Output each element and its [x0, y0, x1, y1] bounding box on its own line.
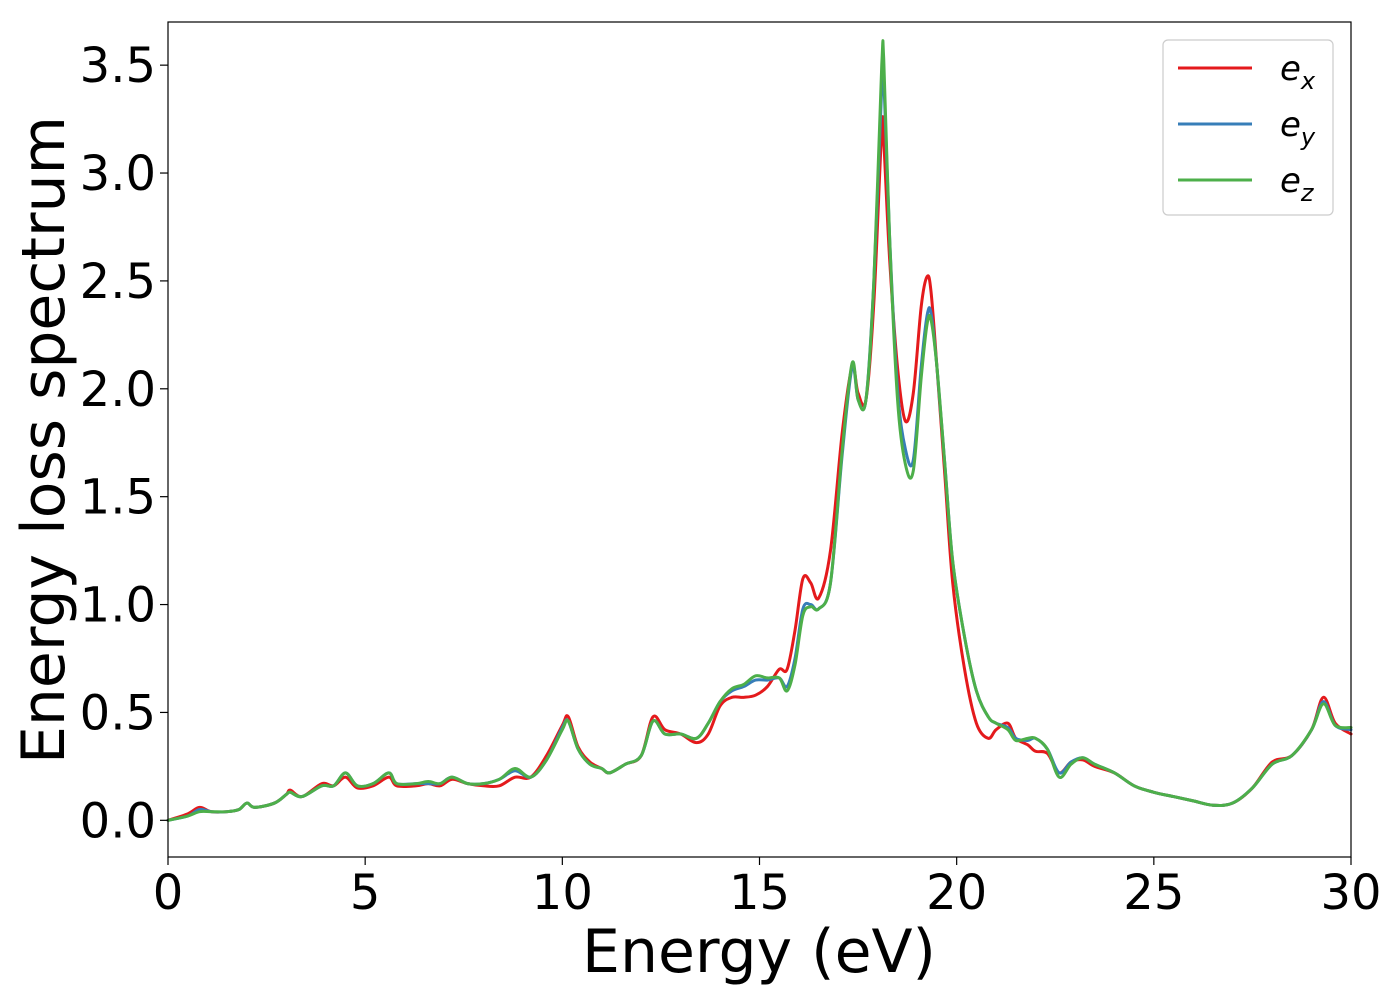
x-tick-label: 5: [350, 865, 381, 921]
y-tick-label: 0.0: [80, 793, 156, 849]
legend-label-y: ey: [1280, 105, 1316, 151]
y-axis-label: Energy loss spectrum: [9, 116, 79, 764]
y-tick-label: 3.0: [80, 146, 156, 202]
legend-label-z: ez: [1280, 161, 1315, 207]
y-tick-label: 3.5: [80, 38, 156, 94]
x-tick-label: 10: [532, 865, 593, 921]
y-tick-label: 2.5: [80, 254, 156, 310]
x-tick-label: 15: [729, 865, 790, 921]
y-tick-label: 0.5: [80, 685, 156, 741]
plot-background: [168, 22, 1351, 857]
x-tick-label: 30: [1320, 865, 1381, 921]
legend-label-x: ex: [1280, 49, 1316, 95]
series-layer: [166, 39, 1353, 822]
x-axis-label: Energy (eV): [582, 917, 936, 987]
legend: ex ey ez: [1162, 39, 1334, 216]
y-tick-label: 1.0: [80, 578, 156, 634]
series-line-z: [166, 39, 1353, 822]
x-axis: 0 5 10 15 20 25 30: [153, 857, 1382, 921]
y-tick-label: 2.0: [80, 362, 156, 418]
y-axis: 0.0 0.5 1.0 1.5 2.0 2.5 3.0 3.5: [80, 38, 168, 849]
x-tick-label: 0: [153, 865, 184, 921]
y-tick-label: 1.5: [80, 470, 156, 526]
x-tick-label: 25: [1123, 865, 1184, 921]
x-tick-label: 20: [926, 865, 987, 921]
legend-box: [1162, 39, 1334, 216]
